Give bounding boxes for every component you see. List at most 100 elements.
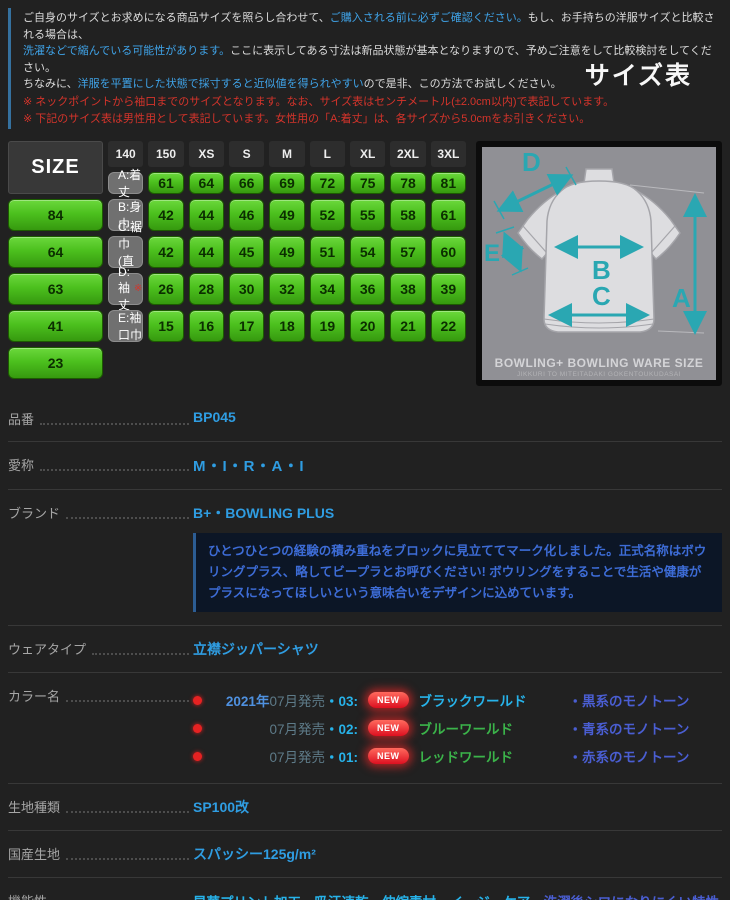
detail-label-wrap: ウェアタイプ xyxy=(8,639,193,658)
color-tone: ・赤系のモノトーン xyxy=(568,750,690,766)
detail-value-group: B+・BOWLING PLUS ひとつひとつの経験の積み重ねをブロックに見立てて… xyxy=(193,503,722,613)
color-number: ・01: xyxy=(324,750,358,766)
detail-label: カラー名 xyxy=(8,689,61,705)
size-cell: 51 xyxy=(309,235,345,268)
size-cell: 45 xyxy=(228,235,265,268)
detail-label-wrap: 国産生地 xyxy=(8,844,193,863)
features-highlight: 昇華プリント加工、吸汗速乾、伸縮素材、イージーケア xyxy=(193,895,530,900)
size-cell: 34 xyxy=(309,272,345,305)
size-cell: 41 xyxy=(8,309,103,342)
features-rest: ・洗濯後シワになりにくい特性を持たせています。 xyxy=(193,895,719,900)
divider xyxy=(8,783,722,785)
notice-highlight: 洗濯などで縮んでいる可能性があります。 xyxy=(23,45,231,57)
new-badge: NEW xyxy=(368,692,409,709)
features-paragraph: 昇華プリント加工、吸汗速乾、伸縮素材、イージーケア・洗濯後シワになりにくい特性を… xyxy=(193,891,722,900)
size-cell: 55 xyxy=(349,198,386,231)
dotted-leader xyxy=(66,507,189,519)
size-chart-title: サイズ表 xyxy=(584,62,692,90)
dotted-leader xyxy=(66,690,189,703)
size-chart-zone: SIZE 140 150 XS S M L XL 2XL 3XL A:着丈 61… xyxy=(8,140,722,386)
row-label: C:裾巾(直線) xyxy=(108,220,144,285)
shirt-diagram-svg: B C A D E xyxy=(484,147,707,335)
top-notice: ご自身のサイズとお求めになる商品サイズを照らし合わせて、ご購入される前に必ずご確… xyxy=(8,8,722,129)
size-cell: 52 xyxy=(309,198,345,231)
size-cell: 60 xyxy=(430,235,466,268)
diagram-label-b: B xyxy=(592,255,611,285)
release-date: 07月発売・02: xyxy=(210,718,358,738)
size-cell: 64 xyxy=(8,235,103,268)
color-name: ブラックワールド xyxy=(418,694,527,710)
row-label-text: E:袖口巾 xyxy=(118,310,143,342)
detail-row-wear-type: ウェアタイプ 立襟ジッパーシャツ xyxy=(8,626,722,672)
release-year: 2021年 xyxy=(225,694,270,710)
divider xyxy=(8,830,722,832)
red-bullet-icon xyxy=(193,695,202,705)
size-cell: 15 xyxy=(148,309,184,342)
dotted-leader xyxy=(66,848,189,861)
detail-value: SP100改 xyxy=(193,799,250,816)
detail-label-wrap: ブランド xyxy=(8,503,193,522)
diagram-label-a: A xyxy=(672,283,691,313)
row-label-text: B:身巾 xyxy=(118,199,142,231)
color-tone: ・青系のモノトーン xyxy=(568,722,690,738)
diagram-label-d: D xyxy=(522,147,541,177)
size-cell: 58 xyxy=(390,198,426,231)
size-cell: 26 xyxy=(148,272,184,305)
detail-label: 愛称 xyxy=(8,457,35,473)
size-cell: 49 xyxy=(269,198,305,231)
notice-highlight: 洋服を平置にした状態で採寸すると近似値を得られやすい xyxy=(77,78,364,90)
release-date: 07月発売・01: xyxy=(210,746,358,766)
col-header: S xyxy=(228,140,265,167)
size-cell: 72 xyxy=(309,171,345,194)
detail-row-domestic-fabric: 国産生地 スパッシー125g/m² xyxy=(8,831,722,877)
color-row: 2021年07月発売・03: NEW ブラックワールド ・黒系のモノトーン xyxy=(193,686,722,714)
size-cell: 30 xyxy=(228,272,265,305)
size-cell: 23 xyxy=(8,346,103,379)
row-label: B:身巾 xyxy=(108,198,144,231)
detail-label-wrap: カラー名 xyxy=(8,686,193,705)
dotted-leader xyxy=(53,895,189,900)
size-cell: 46 xyxy=(228,198,265,231)
dotted-leader xyxy=(40,459,189,471)
size-cell: 22 xyxy=(430,309,466,342)
notice-text: もし、お手持ちの洋服サイズと比較される場合は、 xyxy=(23,12,715,41)
detail-value: 立襟ジッパーシャツ xyxy=(193,641,319,658)
brand-description: ひとつひとつの経験の積み重ねをブロックに見立ててマーク化しました。正式名称はボウ… xyxy=(193,532,722,613)
detail-label: ブランド xyxy=(8,505,61,521)
col-header: M xyxy=(269,140,305,167)
size-cell: 19 xyxy=(309,309,345,342)
divider xyxy=(8,440,722,442)
dotted-leader xyxy=(40,413,189,425)
release-month: 07月発売 xyxy=(269,750,325,766)
color-number: ・02: xyxy=(324,722,358,738)
size-cell: 16 xyxy=(188,309,224,342)
detail-label-wrap: 機能性 xyxy=(8,891,193,900)
notice-text: ここに表示してある寸法は新品状態が基本となりますので、予めご注意をして比較検討を… xyxy=(23,45,712,74)
size-cell: 21 xyxy=(390,309,426,342)
size-cell: 84 xyxy=(8,198,103,231)
dotted-leader xyxy=(92,643,189,656)
size-cell: 63 xyxy=(8,272,103,305)
diagram-caption-sub: JIKKURI TO MITEITADAKI GOKENTOUKUDASAI xyxy=(516,370,682,378)
col-header: 2XL xyxy=(390,140,426,167)
release-date: 2021年07月発売・03: xyxy=(210,690,358,710)
color-row: 07月発売・02: NEW ブルーワールド ・青系のモノトーン xyxy=(193,714,722,742)
divider xyxy=(8,625,722,627)
detail-value: M・I・R・A・I xyxy=(193,457,305,475)
size-note: ※ ネックポイントから袖口までのサイズとなります。なお、サイズ表はセンチメートル… xyxy=(23,95,615,108)
size-cell: 64 xyxy=(188,171,224,194)
col-header: 140 xyxy=(108,140,144,167)
col-header: L xyxy=(309,140,345,167)
row-label: D:袖丈 ※ xyxy=(108,265,144,312)
diagram-label-c: C xyxy=(592,281,611,311)
detail-label: 品番 xyxy=(8,411,35,427)
divider xyxy=(8,672,722,674)
product-details: 品番 BP045 愛称 M・I・R・A・I ブランド B+・BOWLING PL… xyxy=(8,396,722,900)
notice-highlight: ご購入される前に必ずご確認ください。 xyxy=(329,12,528,24)
notice-text: ので是非、この方法でお試しください。 xyxy=(363,78,562,90)
detail-row-color-name: カラー名 2021年07月発売・03: NEW ブラックワールド ・黒系のモノト… xyxy=(8,673,722,783)
size-cell: 69 xyxy=(269,171,305,194)
dotted-leader xyxy=(66,801,189,814)
notice-line: ご自身のサイズとお求めになる商品サイズを照らし合わせて、ご購入される前に必ずご確… xyxy=(23,10,722,43)
size-cell: 66 xyxy=(228,171,265,194)
